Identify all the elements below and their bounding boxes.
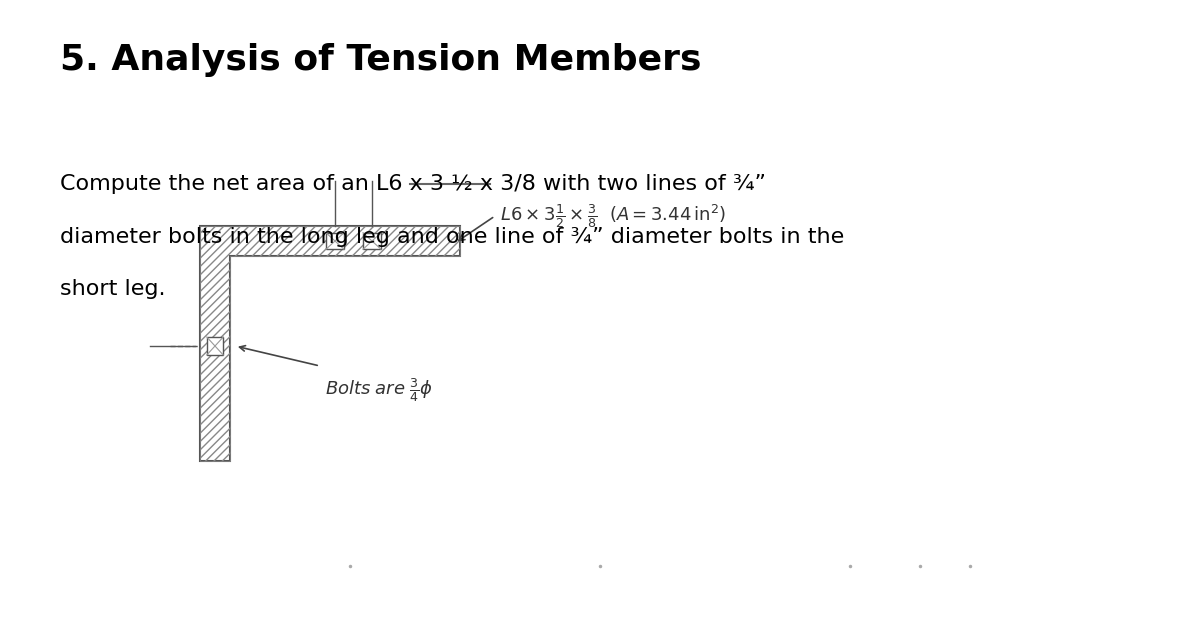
Text: $\mathit{Bolts \; are \; \frac{3}{4}\phi}$: $\mathit{Bolts \; are \; \frac{3}{4}\phi… [325, 376, 433, 404]
Polygon shape [200, 226, 460, 461]
Bar [326, 233, 344, 249]
Bar [364, 233, 382, 249]
Text: short leg.: short leg. [60, 279, 166, 299]
Text: diameter bolts in the long leg and one line of ¾” diameter bolts in the: diameter bolts in the long leg and one l… [60, 227, 845, 247]
Text: $\mathit{L6 \times 3\frac{1}{2} \times \frac{3}{8}}$  $(A = 3.44 \, \mathrm{in}^: $\mathit{L6 \times 3\frac{1}{2} \times \… [500, 202, 726, 230]
Text: Compute the net area of an L6 x 3 ½ x 3/8 with two lines of ¾”: Compute the net area of an L6 x 3 ½ x 3/… [60, 174, 766, 194]
Text: 5. Analysis of Tension Members: 5. Analysis of Tension Members [60, 43, 702, 78]
Bar [206, 337, 223, 355]
